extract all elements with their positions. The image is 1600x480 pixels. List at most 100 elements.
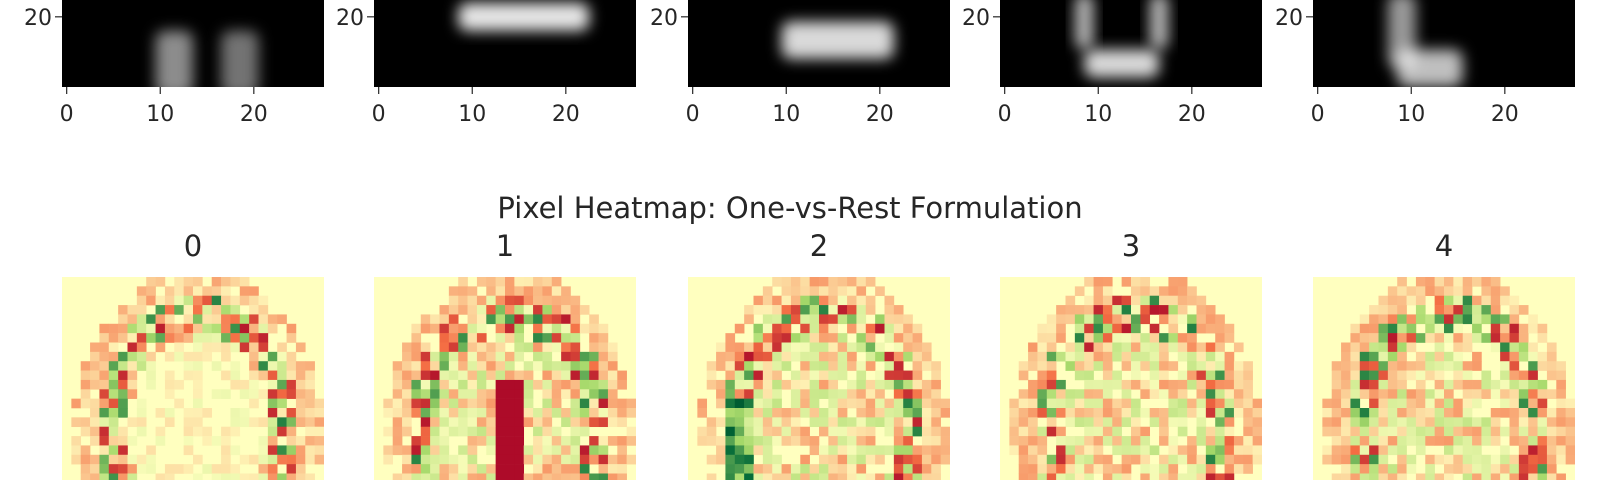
heatmap-cell (912, 379, 923, 390)
heatmap-cell (1243, 436, 1253, 446)
heatmap-cell (542, 314, 553, 325)
heatmap-cell (249, 361, 259, 371)
heatmap-cell (1406, 323, 1417, 334)
heatmap-cell (108, 323, 119, 334)
heatmap-cell (1028, 426, 1038, 437)
heatmap-cell (1112, 379, 1122, 390)
heatmap-cell (1121, 323, 1132, 334)
heatmap-cell (607, 342, 618, 353)
heatmap-cell (1224, 454, 1235, 465)
heatmap-cell (505, 305, 515, 315)
heatmap-cell (1121, 342, 1132, 353)
heatmap-cell (790, 333, 801, 343)
heatmap-cell (1565, 398, 1575, 409)
heatmap-cell (277, 379, 287, 390)
heatmap-cell (847, 389, 857, 399)
heatmap-cell (1490, 342, 1501, 353)
heatmap-cell (495, 295, 506, 306)
heatmap-cell (819, 445, 829, 456)
heatmap-cell (108, 342, 119, 353)
heatmap-cell (221, 473, 231, 480)
heatmap-cell (1359, 408, 1370, 418)
heatmap-cell (1387, 398, 1398, 409)
heatmap-cell (1397, 295, 1407, 306)
heatmap-cell (1537, 464, 1548, 474)
heatmap-cell (392, 408, 403, 418)
heatmap-cell (1149, 305, 1160, 315)
heatmap-cell (193, 286, 203, 297)
heatmap-cell (542, 426, 553, 437)
heatmap-cell (80, 426, 91, 437)
heatmap-cells (688, 277, 950, 480)
heatmap-cell (1112, 426, 1122, 437)
heatmap-cell (819, 351, 829, 362)
heatmap-cell (90, 342, 100, 353)
heatmap-cell (523, 398, 534, 409)
heatmap-cell (1537, 473, 1548, 480)
heatmap-cell (127, 370, 138, 381)
heatmap-cell (1378, 342, 1389, 353)
heatmap-cell (1518, 417, 1529, 428)
heatmap-cell (1065, 305, 1076, 315)
heatmap-cell (1350, 342, 1361, 353)
heatmap-cell (267, 314, 278, 325)
heatmap-cell (514, 351, 525, 362)
heatmap-cell (589, 342, 599, 353)
heatmap-cell (1112, 408, 1122, 418)
heatmap-cell (392, 389, 403, 399)
heatmap-cell (819, 454, 829, 465)
heatmap-cell (561, 464, 571, 474)
heatmap-cell (589, 398, 599, 409)
heatmap-cell (1369, 379, 1379, 390)
heatmap-cell (753, 323, 764, 334)
heatmap-cell (1556, 361, 1566, 371)
heatmap-cell (800, 473, 810, 480)
heatmap-cell (80, 454, 91, 465)
heatmap-cell (819, 361, 829, 371)
heatmap-cell (295, 454, 306, 465)
heatmap-cell (146, 379, 156, 390)
heatmap-cell (439, 408, 450, 418)
heatmap-cell (1406, 454, 1417, 465)
heatmap-cell (1341, 398, 1351, 409)
heatmap-cell (1028, 361, 1038, 371)
heatmap-cell (505, 351, 515, 362)
heatmap-cell (1205, 426, 1216, 437)
heatmap-cell (570, 426, 581, 437)
heatmap-cell (514, 417, 525, 428)
heatmap-cell (108, 436, 119, 446)
heatmap-cell (430, 379, 440, 390)
heatmap-cell (1565, 436, 1575, 446)
heatmap-cell (790, 286, 801, 297)
heatmap-cell (127, 333, 138, 343)
heatmap-cell (744, 445, 754, 456)
heatmap-cell (1350, 417, 1361, 428)
heatmap-panel-label: 1 (496, 229, 514, 263)
heatmap-cell (589, 445, 599, 456)
heatmap-cell (1500, 426, 1510, 437)
heatmap-cell (1472, 277, 1482, 287)
heatmap-cell (118, 370, 128, 381)
heatmap-cell (762, 323, 773, 334)
heatmap-cell (1528, 417, 1538, 428)
heatmap-cell (561, 342, 571, 353)
heatmap-cell (819, 277, 829, 287)
heatmap-cell (1177, 426, 1188, 437)
heatmap-cell (1528, 436, 1538, 446)
heatmap-cell (1233, 370, 1244, 381)
heatmap-cell (430, 445, 440, 456)
heatmap-cell (1378, 295, 1389, 306)
heatmap-cell (467, 286, 478, 297)
heatmap-cell (847, 295, 857, 306)
heatmap-cell (1215, 361, 1225, 371)
heatmap-cell (800, 408, 810, 418)
heatmap-cell (579, 408, 590, 418)
heatmap-cell (230, 314, 241, 325)
heatmap-cell (523, 445, 534, 456)
heatmap-cell (1425, 417, 1435, 428)
heatmap-cell (1215, 473, 1225, 480)
heatmap-cell (277, 389, 287, 399)
heatmap-cell (1415, 305, 1426, 315)
heatmap-cell (847, 436, 857, 446)
